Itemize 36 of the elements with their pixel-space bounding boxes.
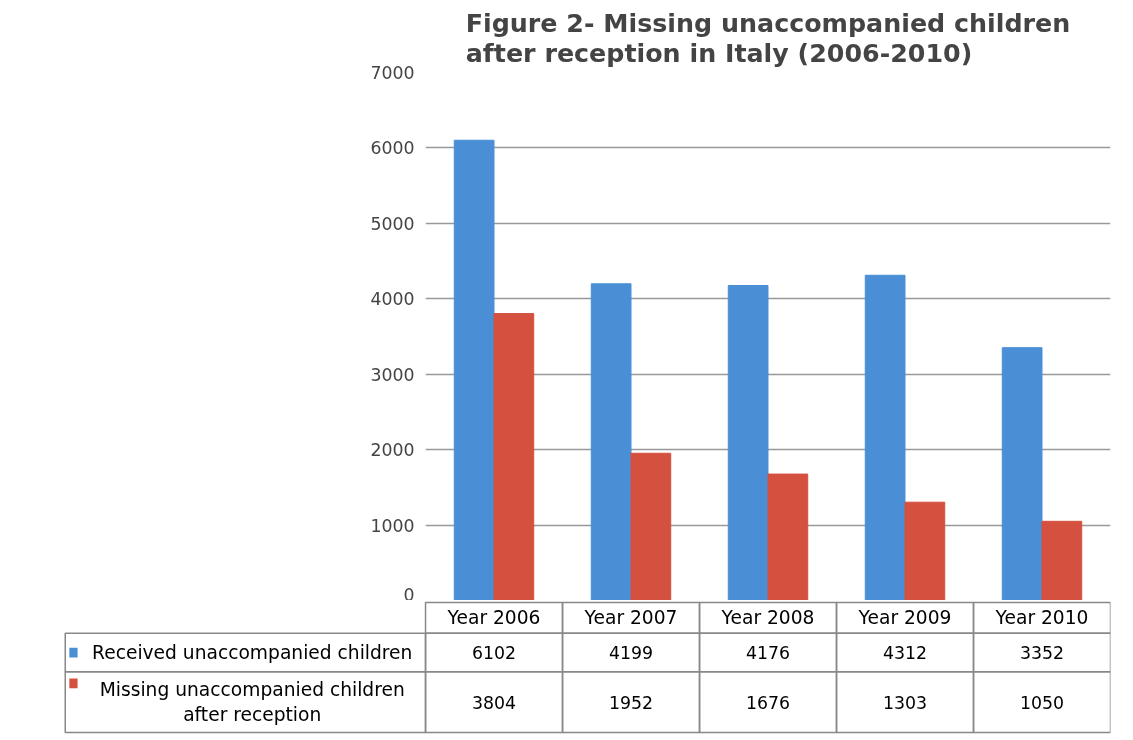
data-label: 3352 (1019, 643, 1065, 664)
y-tick-label: 5000 (370, 213, 415, 234)
data-label: 1676 (745, 692, 791, 713)
y-tick-label: 6000 (370, 138, 415, 159)
y-tick-label: 7000 (370, 63, 415, 83)
x-tick-label: Year 2007 (583, 607, 678, 629)
bar (904, 501, 946, 600)
data-label: 1050 (1019, 692, 1065, 713)
x-tick-label: Year 2010 (994, 607, 1089, 629)
bar (767, 473, 809, 600)
y-tick-label: 3000 (370, 364, 415, 385)
bar (590, 283, 632, 600)
x-tick-label: Year 2006 (446, 607, 541, 629)
data-label: 4176 (745, 643, 791, 664)
data-label: 3804 (471, 692, 517, 713)
x-tick-label: Year 2008 (720, 607, 815, 629)
legend-label: Missing unaccompanied children after reception (99, 679, 405, 726)
y-tick-label: 0 (403, 584, 415, 605)
y-tick-label: 4000 (370, 289, 415, 310)
bar (864, 274, 906, 600)
x-tick-label: Year 2009 (857, 607, 952, 629)
bar (1001, 347, 1043, 600)
y-tick-label: 1000 (370, 515, 415, 536)
bar (630, 452, 672, 600)
data-label: 1952 (608, 692, 654, 713)
data-label: 1303 (882, 692, 928, 713)
data-label: 4312 (882, 643, 928, 664)
data-label: 6102 (471, 643, 517, 664)
data-label: 4199 (608, 643, 654, 664)
bar (493, 313, 535, 600)
bar (1041, 520, 1083, 600)
bar (453, 139, 495, 600)
legend-label: Received unaccompanied children (92, 642, 413, 664)
chart-title: Figure 2- Missing unaccompanied children after reception in Italy (2006-2010) (465, 7, 1071, 68)
y-tick-label: 2000 (370, 440, 415, 461)
bar (727, 285, 769, 600)
